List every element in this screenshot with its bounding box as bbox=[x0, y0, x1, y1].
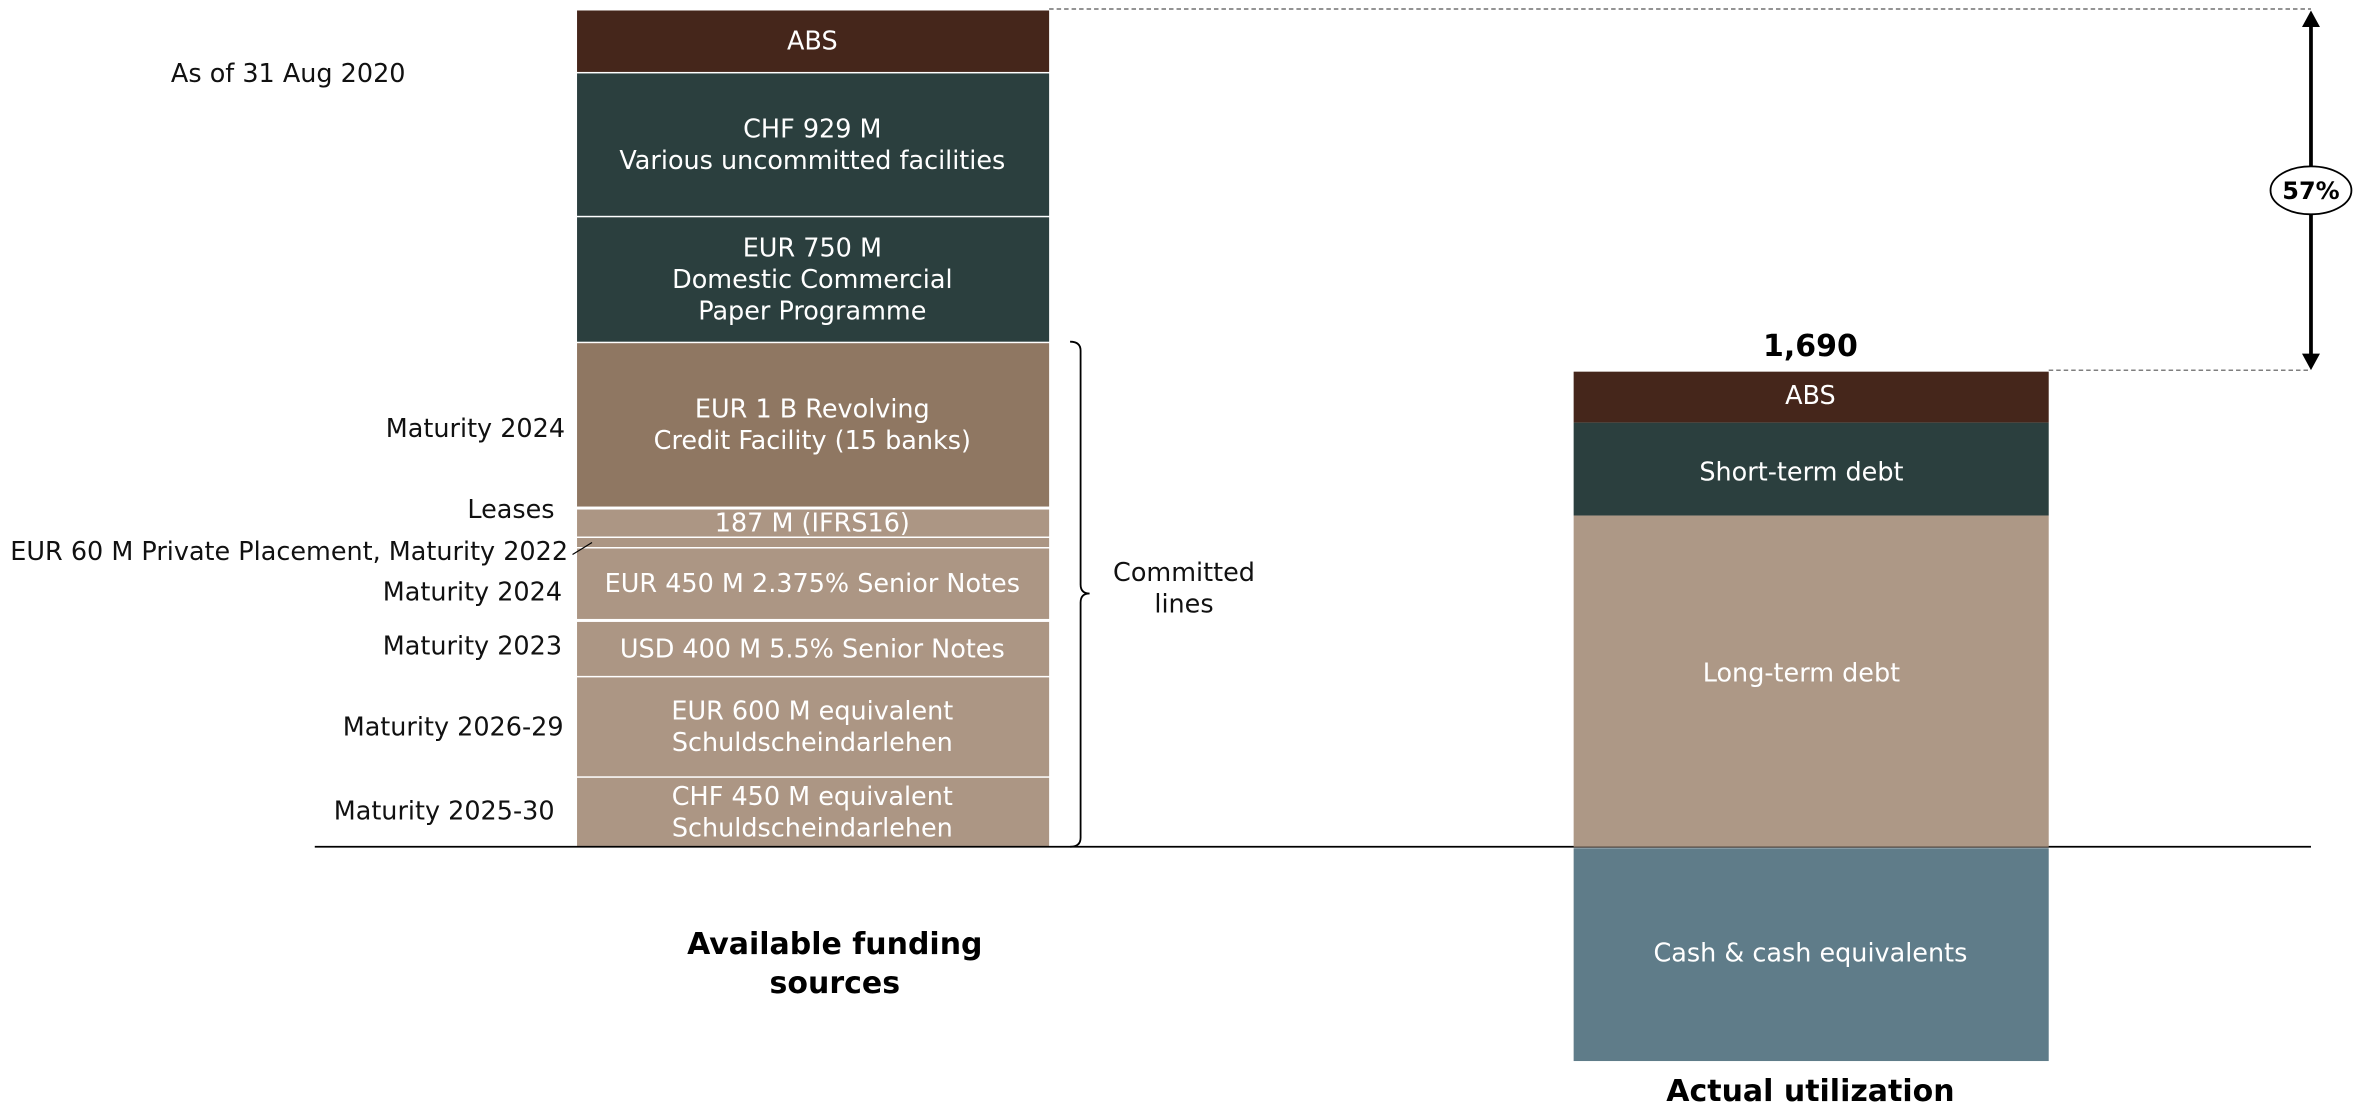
leader-line bbox=[572, 542, 593, 556]
funding-segment bbox=[577, 10, 1050, 72]
segment-label: Credit Facility (15 banks) bbox=[654, 426, 971, 456]
segment-label: EUR 1 B Revolving bbox=[695, 395, 930, 425]
utilization-title: Actual utilization bbox=[1666, 1074, 1954, 1109]
headroom: 57% bbox=[2282, 177, 2339, 205]
segment-label: CHF 450 M equivalent bbox=[672, 782, 953, 812]
segment-label: ABS bbox=[1785, 381, 1836, 411]
headroom-badge bbox=[2269, 165, 2353, 216]
funding-segment bbox=[577, 73, 1050, 216]
segment-label: USD 400 M 5.5% Senior Notes bbox=[620, 634, 1005, 664]
segment-label: EUR 450 M 2.375% Senior Notes bbox=[605, 569, 1020, 599]
side-label: Maturity 2026-29 bbox=[343, 712, 564, 742]
funding-segment bbox=[577, 538, 1050, 548]
funding-segment bbox=[577, 677, 1050, 777]
funding-segment bbox=[577, 509, 1050, 537]
short-term-segment bbox=[1573, 422, 2049, 516]
segment-label: Paper Programme bbox=[698, 296, 926, 326]
funding-segment bbox=[577, 621, 1050, 676]
side-label: Maturity 2024 bbox=[386, 414, 565, 444]
funding-segment bbox=[577, 343, 1050, 507]
segment-label: Various uncommitted facilities bbox=[619, 146, 1005, 176]
segment-label: CHF 929 M bbox=[743, 114, 881, 144]
long-term-segment bbox=[1573, 515, 2049, 847]
segment-label: EUR 750 M bbox=[743, 234, 882, 264]
funding-segment bbox=[577, 777, 1050, 847]
funding-segment bbox=[577, 217, 1050, 342]
committed-label: Committed bbox=[1113, 558, 1255, 588]
segment-label: Cash & cash equivalents bbox=[1654, 939, 1968, 969]
side-label: Maturity 2024 bbox=[383, 577, 562, 607]
segment-label: 187 M (IFRS16) bbox=[715, 509, 910, 539]
committed-label: lines bbox=[1154, 589, 1213, 619]
segment-label: Short-term debt bbox=[1699, 458, 1903, 488]
available-title: sources bbox=[770, 966, 900, 1001]
segment-label: EUR 600 M equivalent bbox=[671, 697, 953, 727]
available-title: Available funding bbox=[687, 927, 982, 962]
segment-label: Schuldscheindarlehen bbox=[672, 728, 953, 758]
funding-segment bbox=[577, 548, 1050, 619]
side-label: EUR 60 M Private Placement, Maturity 202… bbox=[10, 537, 568, 567]
bracket bbox=[1070, 340, 1090, 848]
side-label: Leases bbox=[467, 495, 554, 525]
segment-label: Long-term debt bbox=[1703, 658, 1900, 688]
side-label: Maturity 2025-30 bbox=[334, 796, 555, 826]
abs-segment bbox=[1573, 371, 2049, 423]
cash-segment bbox=[1573, 848, 2049, 1062]
segment-label: Schuldscheindarlehen bbox=[672, 814, 953, 844]
side-label: Maturity 2023 bbox=[383, 631, 562, 661]
total: 1,690 bbox=[1763, 329, 1858, 364]
segment-label: ABS bbox=[787, 27, 838, 57]
as-of: As of 31 Aug 2020 bbox=[171, 59, 406, 89]
segment-label: Domestic Commercial bbox=[672, 265, 952, 295]
